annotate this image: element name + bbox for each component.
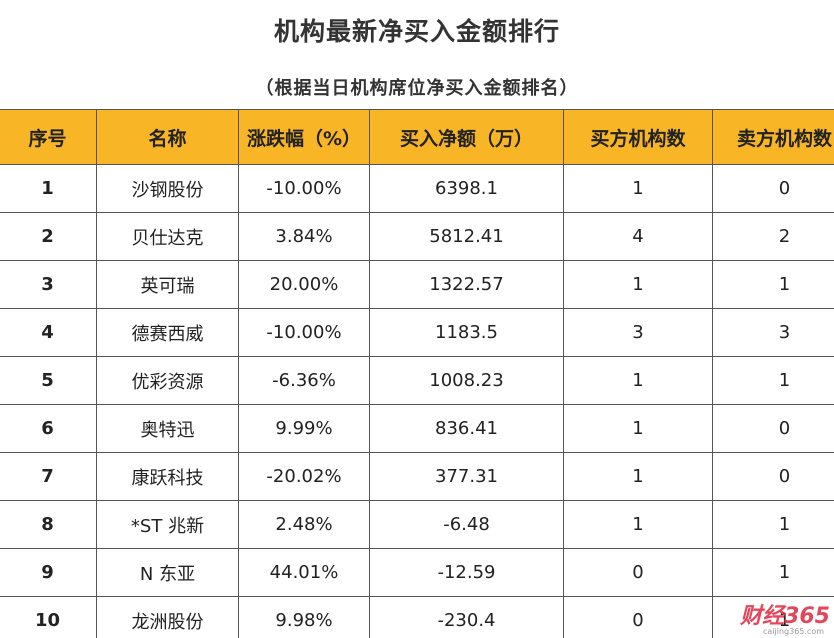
table-row: 6 奥特迅 9.99% 836.41 1 0 [0,404,834,453]
cell-name: 优彩资源 [96,356,239,405]
cell-net-buy: 377.31 [369,452,564,501]
cell-rank: 1 [0,164,97,213]
cell-seller-count: 2 [712,212,834,261]
ranking-table-container: 序号 名称 涨跌幅（%） 买入净额（万） 买方机构数 卖方机构数 1 沙钢股份 -1… [0,109,834,638]
table-row: 8 *ST 兆新 2.48% -6.48 1 1 [0,500,834,549]
table-row: 1 沙钢股份 -10.00% 6398.1 1 0 [0,164,834,213]
ranking-table: 序号 名称 涨跌幅（%） 买入净额（万） 买方机构数 卖方机构数 1 沙钢股份 -1… [0,109,834,638]
header-rank: 序号 [0,109,97,165]
cell-change-pct: 9.98% [238,596,370,638]
cell-buyer-count: 1 [563,356,713,405]
cell-rank: 10 [0,596,97,638]
cell-buyer-count: 0 [563,548,713,597]
cell-name: 贝仕达克 [96,212,239,261]
cell-change-pct: 20.00% [238,260,370,309]
cell-seller-count: 1 [712,548,834,597]
cell-name: 龙洲股份 [96,596,239,638]
table-row: 2 贝仕达克 3.84% 5812.41 4 2 [0,212,834,261]
cell-rank: 5 [0,356,97,405]
cell-net-buy: 6398.1 [369,164,564,213]
cell-net-buy: 1008.23 [369,356,564,405]
cell-change-pct: 44.01% [238,548,370,597]
cell-seller-count: 1 [712,596,834,638]
table-row: 3 英可瑞 20.00% 1322.57 1 1 [0,260,834,309]
cell-net-buy: 1183.5 [369,308,564,357]
header-seller-count: 卖方机构数 [712,109,834,165]
cell-net-buy: 5812.41 [369,212,564,261]
cell-seller-count: 3 [712,308,834,357]
cell-rank: 8 [0,500,97,549]
cell-net-buy: 1322.57 [369,260,564,309]
cell-change-pct: -10.00% [238,308,370,357]
cell-seller-count: 0 [712,404,834,453]
table-row: 7 康跃科技 -20.02% 377.31 1 0 [0,452,834,501]
header-net-buy: 买入净额（万） [369,109,564,165]
header-buyer-count: 买方机构数 [563,109,713,165]
page-title: 机构最新净买入金额排行 [273,17,560,46]
page-subtitle: （根据当日机构席位净买入金额排名） [255,78,579,99]
cell-net-buy: -230.4 [369,596,564,638]
cell-rank: 6 [0,404,97,453]
cell-name: N 东亚 [96,548,239,597]
table-row: 5 优彩资源 -6.36% 1008.23 1 1 [0,356,834,405]
header-name: 名称 [96,109,239,165]
cell-change-pct: -10.00% [238,164,370,213]
cell-name: 沙钢股份 [96,164,239,213]
cell-name: 德赛西威 [96,308,239,357]
cell-net-buy: -12.59 [369,548,564,597]
cell-rank: 2 [0,212,97,261]
cell-name: 康跃科技 [96,452,239,501]
cell-buyer-count: 1 [563,500,713,549]
cell-buyer-count: 1 [563,260,713,309]
watermark-url: caijing365.com [762,627,824,636]
cell-rank: 4 [0,308,97,357]
cell-seller-count: 0 [712,164,834,213]
cell-change-pct: 2.48% [238,500,370,549]
cell-seller-count: 1 [712,260,834,309]
cell-change-pct: -6.36% [238,356,370,405]
cell-name: *ST 兆新 [96,500,239,549]
cell-seller-count: 1 [712,500,834,549]
table-row: 10 龙洲股份 9.98% -230.4 0 1 [0,596,834,638]
watermark-logo: 财经365 [740,604,830,629]
cell-buyer-count: 3 [563,308,713,357]
cell-change-pct: 9.99% [238,404,370,453]
cell-rank: 9 [0,548,97,597]
cell-net-buy: 836.41 [369,404,564,453]
cell-buyer-count: 4 [563,212,713,261]
cell-change-pct: -20.02% [238,452,370,501]
cell-rank: 7 [0,452,97,501]
table-header-row: 序号 名称 涨跌幅（%） 买入净额（万） 买方机构数 卖方机构数 [0,109,834,165]
cell-name: 英可瑞 [96,260,239,309]
cell-name: 奥特迅 [96,404,239,453]
watermark: 财经365 caijing365.com [732,598,830,636]
cell-seller-count: 1 [712,356,834,405]
cell-rank: 3 [0,260,97,309]
header-change-pct: 涨跌幅（%） [238,109,370,165]
cell-buyer-count: 1 [563,164,713,213]
cell-seller-count: 0 [712,452,834,501]
cell-net-buy: -6.48 [369,500,564,549]
cell-buyer-count: 1 [563,452,713,501]
cell-buyer-count: 1 [563,404,713,453]
table-body: 1 沙钢股份 -10.00% 6398.1 1 0 2 贝仕达克 3.84% 5812.41 4 2 3… [0,164,834,638]
table-row: 4 德赛西威 -10.00% 1183.5 3 3 [0,308,834,357]
cell-change-pct: 3.84% [238,212,370,261]
cell-buyer-count: 0 [563,596,713,638]
